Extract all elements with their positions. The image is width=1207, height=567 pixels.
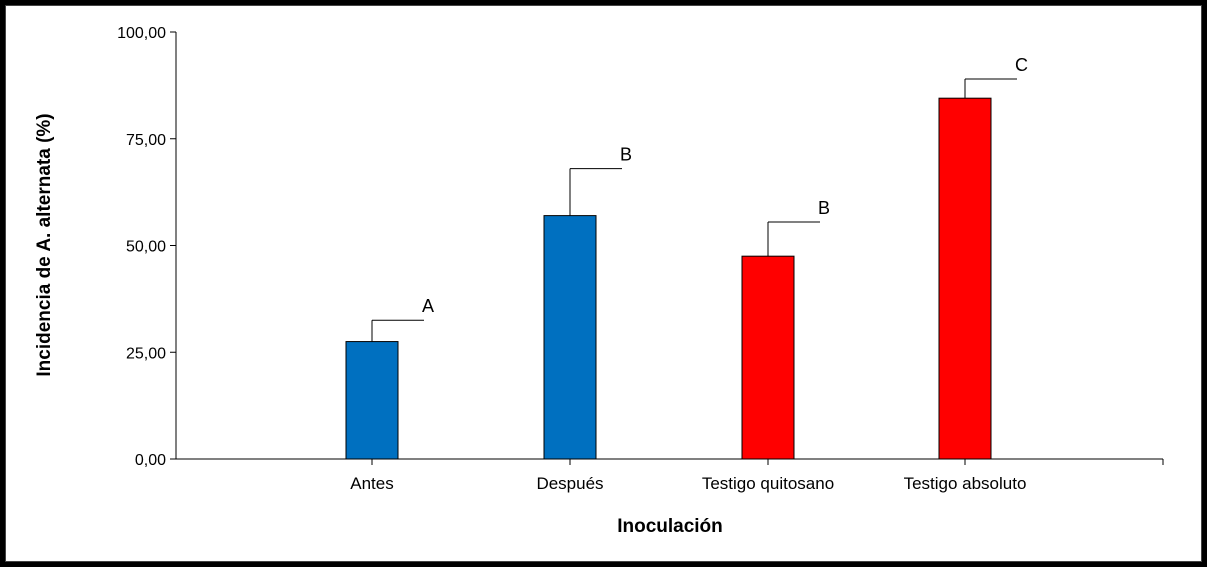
bar	[345, 341, 399, 460]
y-tick-label: 0,00	[135, 452, 166, 469]
bar	[543, 215, 597, 460]
bar	[938, 97, 992, 460]
y-tick-label: 100,00	[117, 25, 166, 42]
significance-letter: A	[422, 296, 434, 316]
y-tick-label: 50,00	[126, 239, 166, 256]
significance-letter: C	[1015, 55, 1028, 75]
axes	[175, 32, 1163, 460]
x-tick-label: Testigo quitosano	[702, 474, 834, 493]
y-axis-title: Incidencia de A. alternata (%)	[34, 113, 55, 376]
x-tick-label: Después	[536, 474, 603, 493]
significance-letters: A B B C	[422, 55, 1028, 316]
error-bars	[371, 78, 1017, 342]
bars	[345, 97, 992, 460]
bar	[741, 255, 795, 460]
y-tick-label: 75,00	[126, 132, 166, 149]
significance-letter: B	[620, 145, 632, 165]
x-tick-label: Antes	[350, 474, 393, 493]
y-ticks: 0,00 25,00 50,00 75,00 100,00	[117, 25, 176, 469]
x-ticks: Antes Después Testigo quitosano Testigo abs…	[350, 459, 1164, 493]
x-axis-title: Inoculación	[617, 516, 723, 537]
x-tick-label: Testigo absoluto	[904, 474, 1027, 493]
y-tick-label: 25,00	[126, 345, 166, 362]
significance-letter: B	[818, 198, 830, 218]
